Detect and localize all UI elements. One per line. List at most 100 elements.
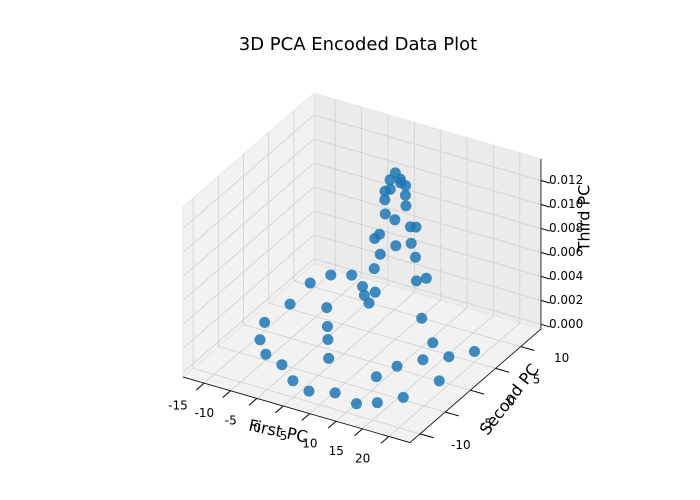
point [358,289,370,301]
grid-line [362,315,494,430]
point [329,387,341,399]
point [287,375,299,387]
grid-line [218,346,446,413]
z-tick [540,180,551,184]
x-tick-label: 10 [302,436,317,450]
z-tick-label: 0.012 [549,173,583,187]
point [384,174,396,186]
x-tick-label: 0 [253,421,261,435]
chart-title: 3D PCA Encoded Data Plot [239,34,477,55]
grid-line [182,234,315,349]
point [468,346,480,358]
grid-line [268,302,496,369]
point [321,321,333,333]
point [369,232,381,244]
point [443,351,455,363]
y-tick [445,411,459,417]
grid-line [193,367,421,435]
x-tick [380,436,390,444]
point [321,302,333,314]
z-tick [540,275,551,280]
point [433,375,445,387]
x-tick [354,428,363,437]
x-tick-label: -5 [225,414,237,428]
x-tick [222,390,231,398]
x-tick [248,398,258,406]
grid-line [313,186,542,253]
point [284,298,296,310]
point [374,248,386,260]
grid-line [313,210,542,277]
point [420,272,432,284]
z-axis-label: Third PC [575,185,594,253]
point [391,360,403,372]
z-tick [540,299,551,304]
y-tick-label: -5 [480,416,492,430]
grid-line [313,138,542,205]
x-tick-label: -10 [195,406,215,420]
y-tick-label: -10 [451,438,471,452]
grid-line [182,114,315,229]
axis-line [182,376,411,443]
grid-line [293,280,521,347]
grid-line [388,322,521,437]
z-tick-label: 0.008 [549,221,583,235]
grid-line [203,269,336,384]
grid-line [182,138,315,253]
z-tick-label: 0.004 [549,269,583,283]
point [276,359,288,371]
x-tick [195,382,205,391]
point [254,334,266,346]
grid-line [313,162,542,229]
x-tick-label: 20 [355,452,370,466]
y-tick-label: 10 [554,351,569,365]
z-tick-label: 0.000 [549,317,583,331]
grid-line [182,210,315,325]
x-tick [275,405,284,414]
point [260,348,272,360]
point [410,275,422,287]
point [416,312,428,324]
point [371,397,383,409]
z-tick [540,203,551,208]
axis-line [409,328,542,443]
grid-line [283,292,415,407]
x-tick-label: 5 [280,429,288,443]
grid-line [182,258,315,373]
x-tick [301,413,311,421]
point [356,280,368,292]
z-tick-label: 0.002 [549,293,583,307]
point [322,333,334,345]
point [405,237,417,249]
y-tick-label: 0 [507,394,515,408]
x-tick [327,420,337,429]
point [399,189,411,201]
y-tick [520,346,535,351]
z-tick-label: 0.006 [549,245,583,259]
y-tick-label: 5 [533,373,541,387]
point [400,180,412,192]
point [417,354,429,366]
grid-line [230,277,362,392]
point [323,352,335,364]
y-tick [495,367,510,373]
point [350,398,362,410]
z-tick-label: 0.010 [549,197,583,211]
point [389,214,401,226]
z-tick [540,227,551,232]
point [409,251,421,263]
x-tick-label: -15 [168,398,188,412]
point [379,208,391,220]
point [304,277,316,289]
point [427,337,439,349]
point [379,185,391,197]
grid-line [243,324,471,391]
y-tick [419,433,434,439]
grid-line [182,162,315,277]
point [410,221,422,233]
x-tick-label: 15 [329,444,344,458]
point [325,269,337,281]
point [346,269,358,281]
z-tick [540,251,551,256]
